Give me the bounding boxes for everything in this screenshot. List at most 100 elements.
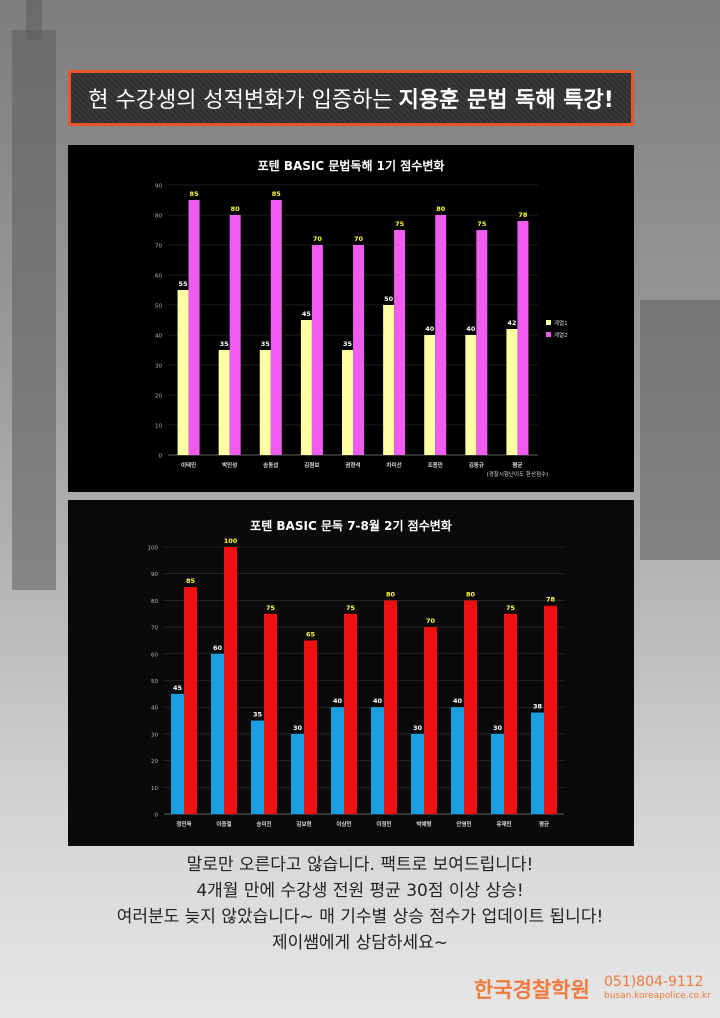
data-label: 100 bbox=[224, 537, 238, 545]
bar-chart1-s1 bbox=[259, 350, 271, 455]
x-tick-label: 이상민 bbox=[336, 820, 351, 828]
x-tick-label: 송동섭 bbox=[263, 461, 278, 469]
x-tick-label: 조용민 bbox=[428, 461, 443, 469]
data-label: 75 bbox=[266, 604, 276, 612]
y-tick-label: 50 bbox=[155, 304, 162, 310]
data-label: 35 bbox=[261, 340, 271, 348]
y-tick-label: 70 bbox=[155, 244, 162, 250]
y-tick-label: 30 bbox=[155, 364, 162, 370]
bar-chart2-s1 bbox=[331, 707, 344, 814]
y-tick-label: 60 bbox=[155, 274, 162, 280]
y-tick-label: 0 bbox=[155, 813, 159, 819]
bar-chart2-s2 bbox=[304, 640, 317, 814]
bar-chart2-s1 bbox=[371, 707, 384, 814]
chart-2-svg: 0 10 20 30 40 50 60 70 80 90 100 45 85 정민욱 60 100 이종철 35 7… bbox=[148, 537, 564, 828]
legend-label: 계열2 bbox=[554, 331, 568, 339]
y-tick-label: 30 bbox=[151, 732, 158, 738]
bar-chart1-s2 bbox=[229, 215, 241, 455]
data-label: 35 bbox=[343, 340, 353, 348]
data-label: 35 bbox=[253, 711, 263, 719]
y-tick-label: 90 bbox=[155, 184, 162, 190]
bar-chart2-s2 bbox=[464, 600, 477, 814]
data-label: 60 bbox=[213, 644, 223, 652]
data-label: 40 bbox=[425, 325, 435, 333]
bar-chart2-s2 bbox=[184, 587, 197, 814]
bar-chart1-s2 bbox=[270, 200, 282, 455]
x-tick-label: 이정민 bbox=[376, 820, 391, 828]
bar-chart1-s2 bbox=[517, 221, 529, 455]
x-tick-label: 박민성 bbox=[222, 461, 237, 469]
data-label: 85 bbox=[186, 577, 196, 585]
data-label: 80 bbox=[436, 205, 446, 213]
bar-chart1-s1 bbox=[506, 329, 518, 455]
chart-1-svg: 0 10 20 30 40 50 60 70 80 90 55 85 이태민 35 80 박민성 35 85 송동섭… bbox=[155, 184, 568, 479]
data-label: 35 bbox=[220, 340, 230, 348]
data-label: 75 bbox=[506, 604, 516, 612]
data-label: 50 bbox=[384, 295, 394, 303]
brand-logo: 한국경찰학원 bbox=[474, 978, 590, 1002]
footer-line-2: 4개월 만에 수강생 전원 평균 30점 이상 상승! bbox=[196, 881, 524, 901]
y-tick-label: 90 bbox=[151, 572, 158, 578]
brand-url: busan.koreapolice.co.kr bbox=[604, 991, 711, 1001]
y-tick-label: 80 bbox=[155, 214, 162, 220]
data-label: 65 bbox=[306, 630, 316, 638]
background-building bbox=[640, 300, 720, 560]
footer-line-3: 여러분도 늦지 않았습니다~ 매 기수별 상승 점수가 업데이트 됩니다! bbox=[116, 907, 604, 927]
bar-chart2-s1 bbox=[291, 733, 304, 814]
x-tick-label: 이태민 bbox=[181, 461, 196, 469]
bar-chart1-s1 bbox=[424, 335, 436, 455]
bar-chart2-s2 bbox=[344, 613, 357, 814]
y-tick-label: 0 bbox=[159, 454, 163, 460]
bar-chart1-s2 bbox=[188, 200, 200, 455]
legend-swatch bbox=[546, 332, 551, 337]
data-label: 70 bbox=[354, 235, 364, 243]
chart-1-annotation: (경찰시험난이도 환산점수) bbox=[487, 470, 549, 478]
bar-chart2-s1 bbox=[211, 653, 224, 814]
bar-chart1-s1 bbox=[300, 320, 312, 455]
data-label: 80 bbox=[466, 590, 476, 598]
data-label: 42 bbox=[507, 319, 516, 327]
background-tower bbox=[12, 30, 56, 590]
bar-chart1-s1 bbox=[177, 290, 189, 455]
data-label: 70 bbox=[313, 235, 323, 243]
data-label: 30 bbox=[493, 724, 503, 732]
bar-chart2-s2 bbox=[544, 605, 557, 814]
data-label: 80 bbox=[386, 590, 396, 598]
header-text: 현 수강생의 성적변화가 입증하는 bbox=[88, 88, 393, 113]
brand-phone: 051)804-9112 bbox=[604, 974, 704, 990]
data-label: 45 bbox=[302, 310, 312, 318]
data-label: 40 bbox=[466, 325, 476, 333]
bar-chart1-s2 bbox=[435, 215, 447, 455]
y-tick-label: 100 bbox=[148, 546, 159, 552]
page-header: 현 수강생의 성적변화가 입증하는 지용훈 문법 독해 특강! bbox=[68, 70, 634, 126]
legend-label: 계열1 bbox=[554, 319, 568, 327]
data-label: 45 bbox=[173, 684, 183, 692]
header-highlight: 지용훈 문법 독해 특강! bbox=[398, 88, 614, 113]
bar-chart2-s2 bbox=[384, 600, 397, 814]
bar-chart2-s1 bbox=[171, 693, 184, 814]
bar-chart2-s1 bbox=[491, 733, 504, 814]
y-tick-label: 70 bbox=[151, 626, 158, 632]
bar-chart1-s1 bbox=[383, 305, 395, 455]
x-tick-label: 정민욱 bbox=[176, 820, 191, 828]
data-label: 75 bbox=[395, 220, 405, 228]
data-label: 80 bbox=[231, 205, 241, 213]
bar-chart2-s1 bbox=[531, 712, 544, 814]
bar-chart1-s1 bbox=[342, 350, 353, 455]
x-tick-label: 박예령 bbox=[416, 820, 431, 828]
legend-swatch bbox=[546, 320, 551, 325]
bar-chart2-s2 bbox=[424, 627, 437, 814]
data-label: 75 bbox=[346, 604, 356, 612]
data-label: 30 bbox=[413, 724, 423, 732]
data-label: 70 bbox=[426, 617, 436, 625]
background-tower-spire bbox=[26, 0, 42, 40]
bar-chart1-s2 bbox=[311, 245, 323, 455]
bar-chart2-s2 bbox=[264, 613, 277, 814]
bar-chart2-s2 bbox=[504, 613, 517, 814]
y-tick-label: 80 bbox=[151, 599, 158, 605]
bar-chart1-s1 bbox=[218, 350, 230, 455]
x-tick-label: 송미진 bbox=[256, 820, 271, 828]
footer-message: 말로만 오른다고 않습니다. 팩트로 보여드립니다! 4개월 만에 수강생 전원… bbox=[0, 852, 720, 956]
x-tick-label: 평균 bbox=[539, 820, 549, 828]
chart-2-title: 포텐 BASIC 문독 7-8월 2기 점수변화 bbox=[250, 519, 452, 533]
